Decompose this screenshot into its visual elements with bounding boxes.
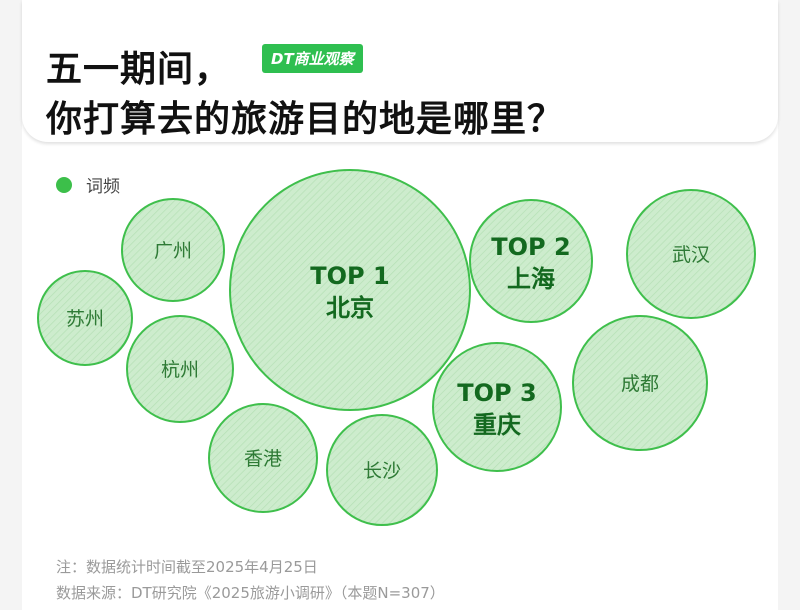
footnote-source: 数据来源：DT研究院《2025旅游小调研》（本题N=307）	[56, 584, 445, 602]
bubble-circle	[126, 315, 234, 423]
bubble-circle	[326, 414, 438, 526]
bubble-10: 长沙	[326, 414, 438, 526]
bubble-6: 广州	[121, 198, 225, 302]
title-panel	[22, 0, 778, 142]
bubble-city-label: 北京	[326, 294, 374, 322]
bubble-city-label: 广州	[154, 240, 192, 262]
bubble-city-label: 重庆	[473, 411, 521, 439]
bubble-circle	[229, 169, 471, 411]
bubble-city-label: 成都	[621, 373, 659, 395]
bubble-8: 杭州	[126, 315, 234, 423]
legend-dot-icon	[56, 176, 72, 193]
bubble-circle	[572, 315, 708, 451]
bubble-circle	[626, 189, 756, 319]
bubble-circle	[37, 270, 133, 366]
chart-legend: 词频	[56, 172, 120, 197]
page-title-line1: 五一期间，	[46, 49, 232, 90]
page-title-line2: 你打算去的旅游目的地是哪里？	[46, 99, 565, 140]
bubble-4: 武汉	[626, 189, 756, 319]
footnote-date: 注：数据统计时间截至2025年4月25日	[56, 558, 318, 576]
bubble-3: TOP 3 重庆	[432, 342, 562, 472]
bubble-city-label: 上海	[507, 265, 555, 293]
bubble-circle	[469, 199, 593, 323]
bubble-9: 香港	[208, 403, 318, 513]
bubble-city-label: 香港	[244, 448, 282, 470]
bubble-rank-label: TOP 2	[491, 233, 570, 261]
bubble-2: TOP 2 上海	[469, 199, 593, 323]
bubble-5: 成都	[572, 315, 708, 451]
bubble-city-label: 武汉	[672, 244, 710, 266]
bubble-7: 苏州	[37, 270, 133, 366]
bubble-circle	[208, 403, 318, 513]
bubble-rank-label: TOP 1	[310, 262, 389, 290]
bubble-city-label: 长沙	[363, 460, 401, 482]
bubble-circle	[432, 342, 562, 472]
bubble-rank-label: TOP 3	[457, 379, 536, 407]
bubble-circle	[121, 198, 225, 302]
bubble-1: TOP 1 北京	[229, 169, 471, 411]
bubble-city-label: 杭州	[161, 359, 199, 381]
bubble-city-label: 苏州	[66, 308, 104, 330]
brand-logo: DT商业观察	[262, 44, 363, 73]
legend-label: 词频	[86, 177, 120, 197]
